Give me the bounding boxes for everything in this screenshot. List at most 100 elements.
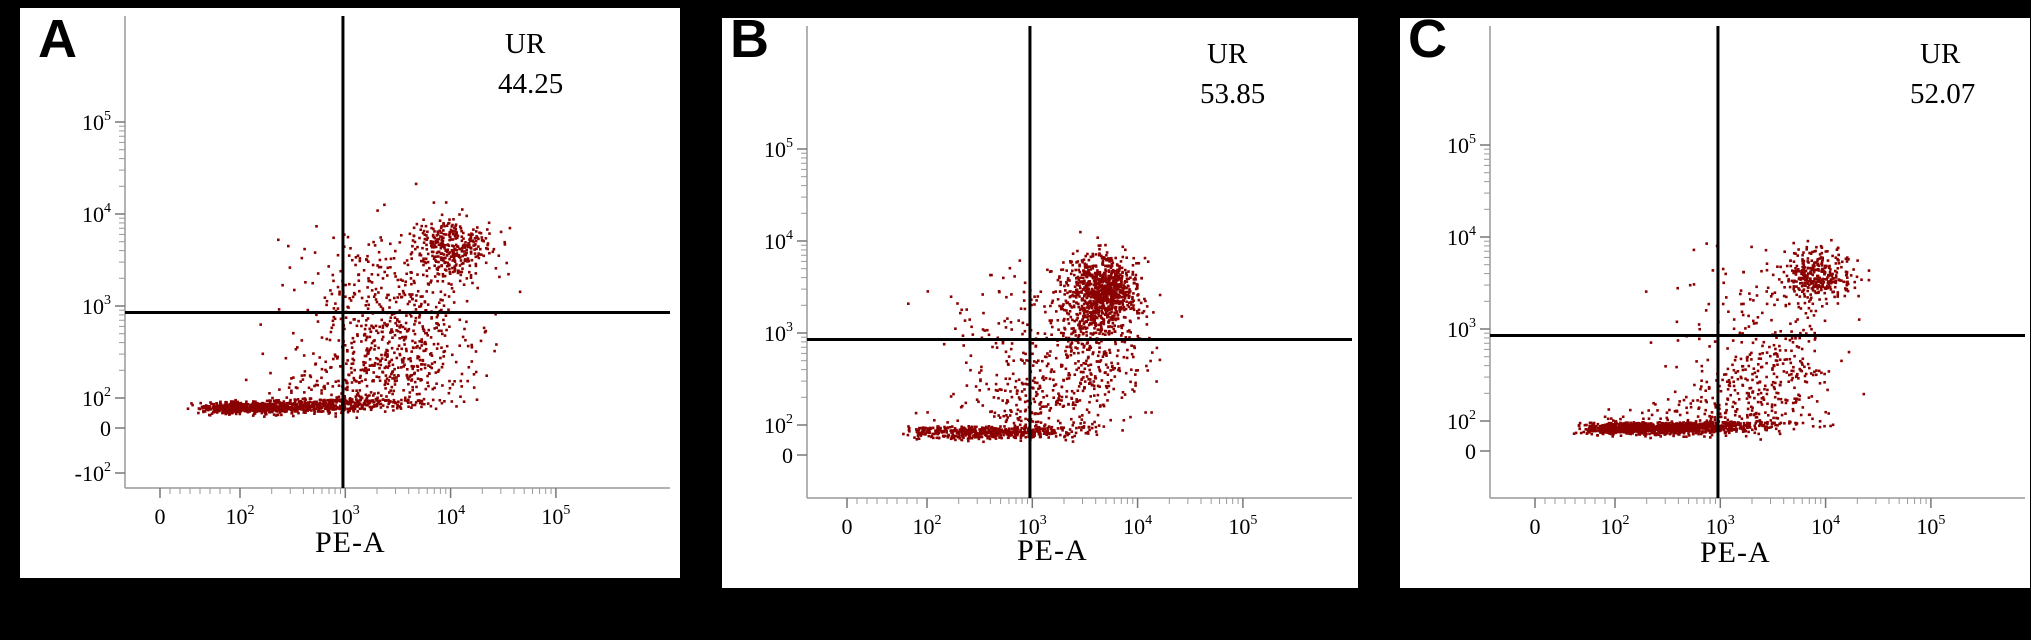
data-point <box>1118 301 1121 304</box>
data-point <box>1052 378 1055 382</box>
data-point <box>1130 344 1133 347</box>
data-point <box>1109 418 1112 422</box>
data-point <box>926 427 929 430</box>
data-point <box>1093 394 1096 397</box>
data-point <box>1073 291 1077 294</box>
data-point <box>1033 303 1036 306</box>
data-point <box>979 379 982 383</box>
data-point <box>1107 270 1111 273</box>
data-point <box>294 406 298 410</box>
data-point <box>413 332 417 336</box>
data-point <box>1052 396 1055 399</box>
data-point <box>923 432 926 436</box>
data-point <box>303 370 307 373</box>
data-point <box>429 336 433 339</box>
data-point <box>1102 425 1106 428</box>
data-point <box>256 407 259 411</box>
data-point <box>362 360 365 364</box>
data-point <box>463 259 467 263</box>
data-point <box>1104 268 1107 271</box>
data-point <box>1056 319 1060 322</box>
data-point <box>1081 389 1085 393</box>
data-point <box>1125 356 1129 360</box>
data-point <box>1757 432 1760 436</box>
data-point <box>1095 300 1098 303</box>
data-point <box>1091 294 1094 297</box>
data-point <box>343 395 346 398</box>
data-point <box>316 410 320 413</box>
data-point <box>285 396 289 399</box>
data-point <box>969 354 973 357</box>
data-point <box>344 316 348 319</box>
data-point <box>1108 351 1112 354</box>
data-point <box>433 244 436 247</box>
data-point <box>1127 270 1130 273</box>
data-point <box>300 401 304 404</box>
data-point <box>376 362 380 366</box>
data-point <box>459 395 462 398</box>
data-point <box>1004 389 1007 392</box>
data-point <box>1092 351 1095 354</box>
data-point <box>1102 353 1106 356</box>
data-point <box>244 407 248 410</box>
data-point <box>443 274 447 278</box>
data-point <box>381 277 385 280</box>
data-point <box>1047 425 1051 428</box>
data-point <box>302 411 306 414</box>
data-point <box>186 407 190 410</box>
data-point <box>1072 290 1075 294</box>
data-point <box>1062 332 1065 335</box>
data-point <box>1132 299 1135 302</box>
data-point <box>1057 397 1060 400</box>
data-point <box>935 436 939 440</box>
data-point <box>469 247 473 250</box>
data-point <box>1137 308 1141 312</box>
data-point <box>990 410 993 413</box>
data-point <box>348 282 351 286</box>
data-point <box>1091 302 1094 306</box>
data-point <box>460 239 464 243</box>
data-point <box>432 227 435 231</box>
data-point <box>383 383 387 387</box>
data-point <box>1020 432 1024 435</box>
panel-a: 0 102 103 104 105 -102 0 102 103 104 105 A UR 44.2… <box>20 8 680 578</box>
data-point <box>1067 340 1070 343</box>
quadrant-label-a: UR <box>505 28 546 60</box>
data-point <box>1088 311 1092 314</box>
data-point <box>1145 323 1149 326</box>
data-point <box>1080 377 1084 381</box>
data-point <box>394 379 397 383</box>
data-point <box>440 235 444 239</box>
data-point <box>422 241 426 244</box>
data-point <box>1077 426 1081 429</box>
data-point <box>426 252 430 256</box>
data-point <box>1111 283 1115 286</box>
data-point <box>1089 295 1093 299</box>
data-point <box>1080 418 1084 421</box>
data-point <box>476 236 479 240</box>
data-point <box>1065 377 1069 381</box>
data-point <box>366 254 369 258</box>
data-point <box>1134 373 1137 376</box>
data-point <box>1034 394 1038 398</box>
data-point <box>450 238 453 241</box>
data-point <box>1094 331 1098 335</box>
data-point <box>1095 304 1098 308</box>
data-point <box>1086 287 1089 290</box>
data-point <box>433 360 437 364</box>
data-point <box>1084 284 1088 288</box>
data-point <box>1014 386 1017 389</box>
data-point <box>349 299 353 302</box>
data-point <box>908 430 911 433</box>
data-point <box>323 401 326 405</box>
data-point <box>926 431 930 434</box>
data-point <box>1105 254 1108 257</box>
data-point <box>469 236 473 239</box>
data-point <box>409 252 413 256</box>
data-point <box>1776 424 1779 427</box>
data-point <box>1097 286 1101 290</box>
data-point <box>480 253 483 256</box>
data-point <box>364 338 368 342</box>
data-point <box>461 254 464 258</box>
data-point <box>391 363 395 367</box>
